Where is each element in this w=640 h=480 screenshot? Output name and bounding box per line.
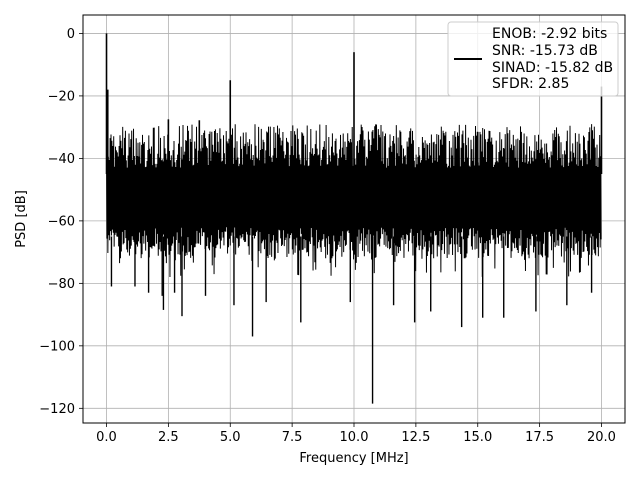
x-tick-label: 5.0 <box>220 430 241 445</box>
psd-series-line <box>105 33 603 404</box>
x-axis-label: Frequency [MHz] <box>299 451 408 466</box>
x-axis: 0.0 2.5 5.0 7.5 10.0 12.5 15.0 17.5 20.0 <box>96 423 616 445</box>
legend-box <box>447 21 619 97</box>
legend-enob: ENOB: -2.92 bits <box>492 26 607 42</box>
legend-sfdr: SFDR: 2.85 <box>492 76 569 92</box>
y-tick-label: −60 <box>48 214 75 229</box>
y-tick-label: −80 <box>48 277 75 292</box>
x-tick-label: 2.5 <box>158 430 179 445</box>
y-tick-label: −40 <box>48 152 75 167</box>
noise-floor-trace <box>106 124 602 277</box>
x-tick-label: 20.0 <box>587 430 616 445</box>
y-tick-label: 0 <box>67 27 75 42</box>
y-tick-label: −20 <box>48 89 75 104</box>
y-tick-label: −120 <box>39 402 75 417</box>
x-tick-label: 7.5 <box>282 430 303 445</box>
legend: ENOB: -2.92 bits SNR: -15.73 dB SINAD: -… <box>447 21 619 97</box>
y-tick-label: −100 <box>39 339 75 354</box>
x-tick-label: 17.5 <box>525 430 554 445</box>
legend-sinad: SINAD: -15.82 dB <box>492 60 613 76</box>
legend-snr: SNR: -15.73 dB <box>492 43 598 59</box>
x-tick-label: 15.0 <box>463 430 492 445</box>
y-axis: 0 −20 −40 −60 −80 −100 −120 <box>39 27 83 417</box>
y-axis-label: PSD [dB] <box>14 190 29 248</box>
x-tick-label: 0.0 <box>96 430 117 445</box>
x-tick-label: 10.0 <box>340 430 369 445</box>
x-tick-label: 12.5 <box>401 430 430 445</box>
